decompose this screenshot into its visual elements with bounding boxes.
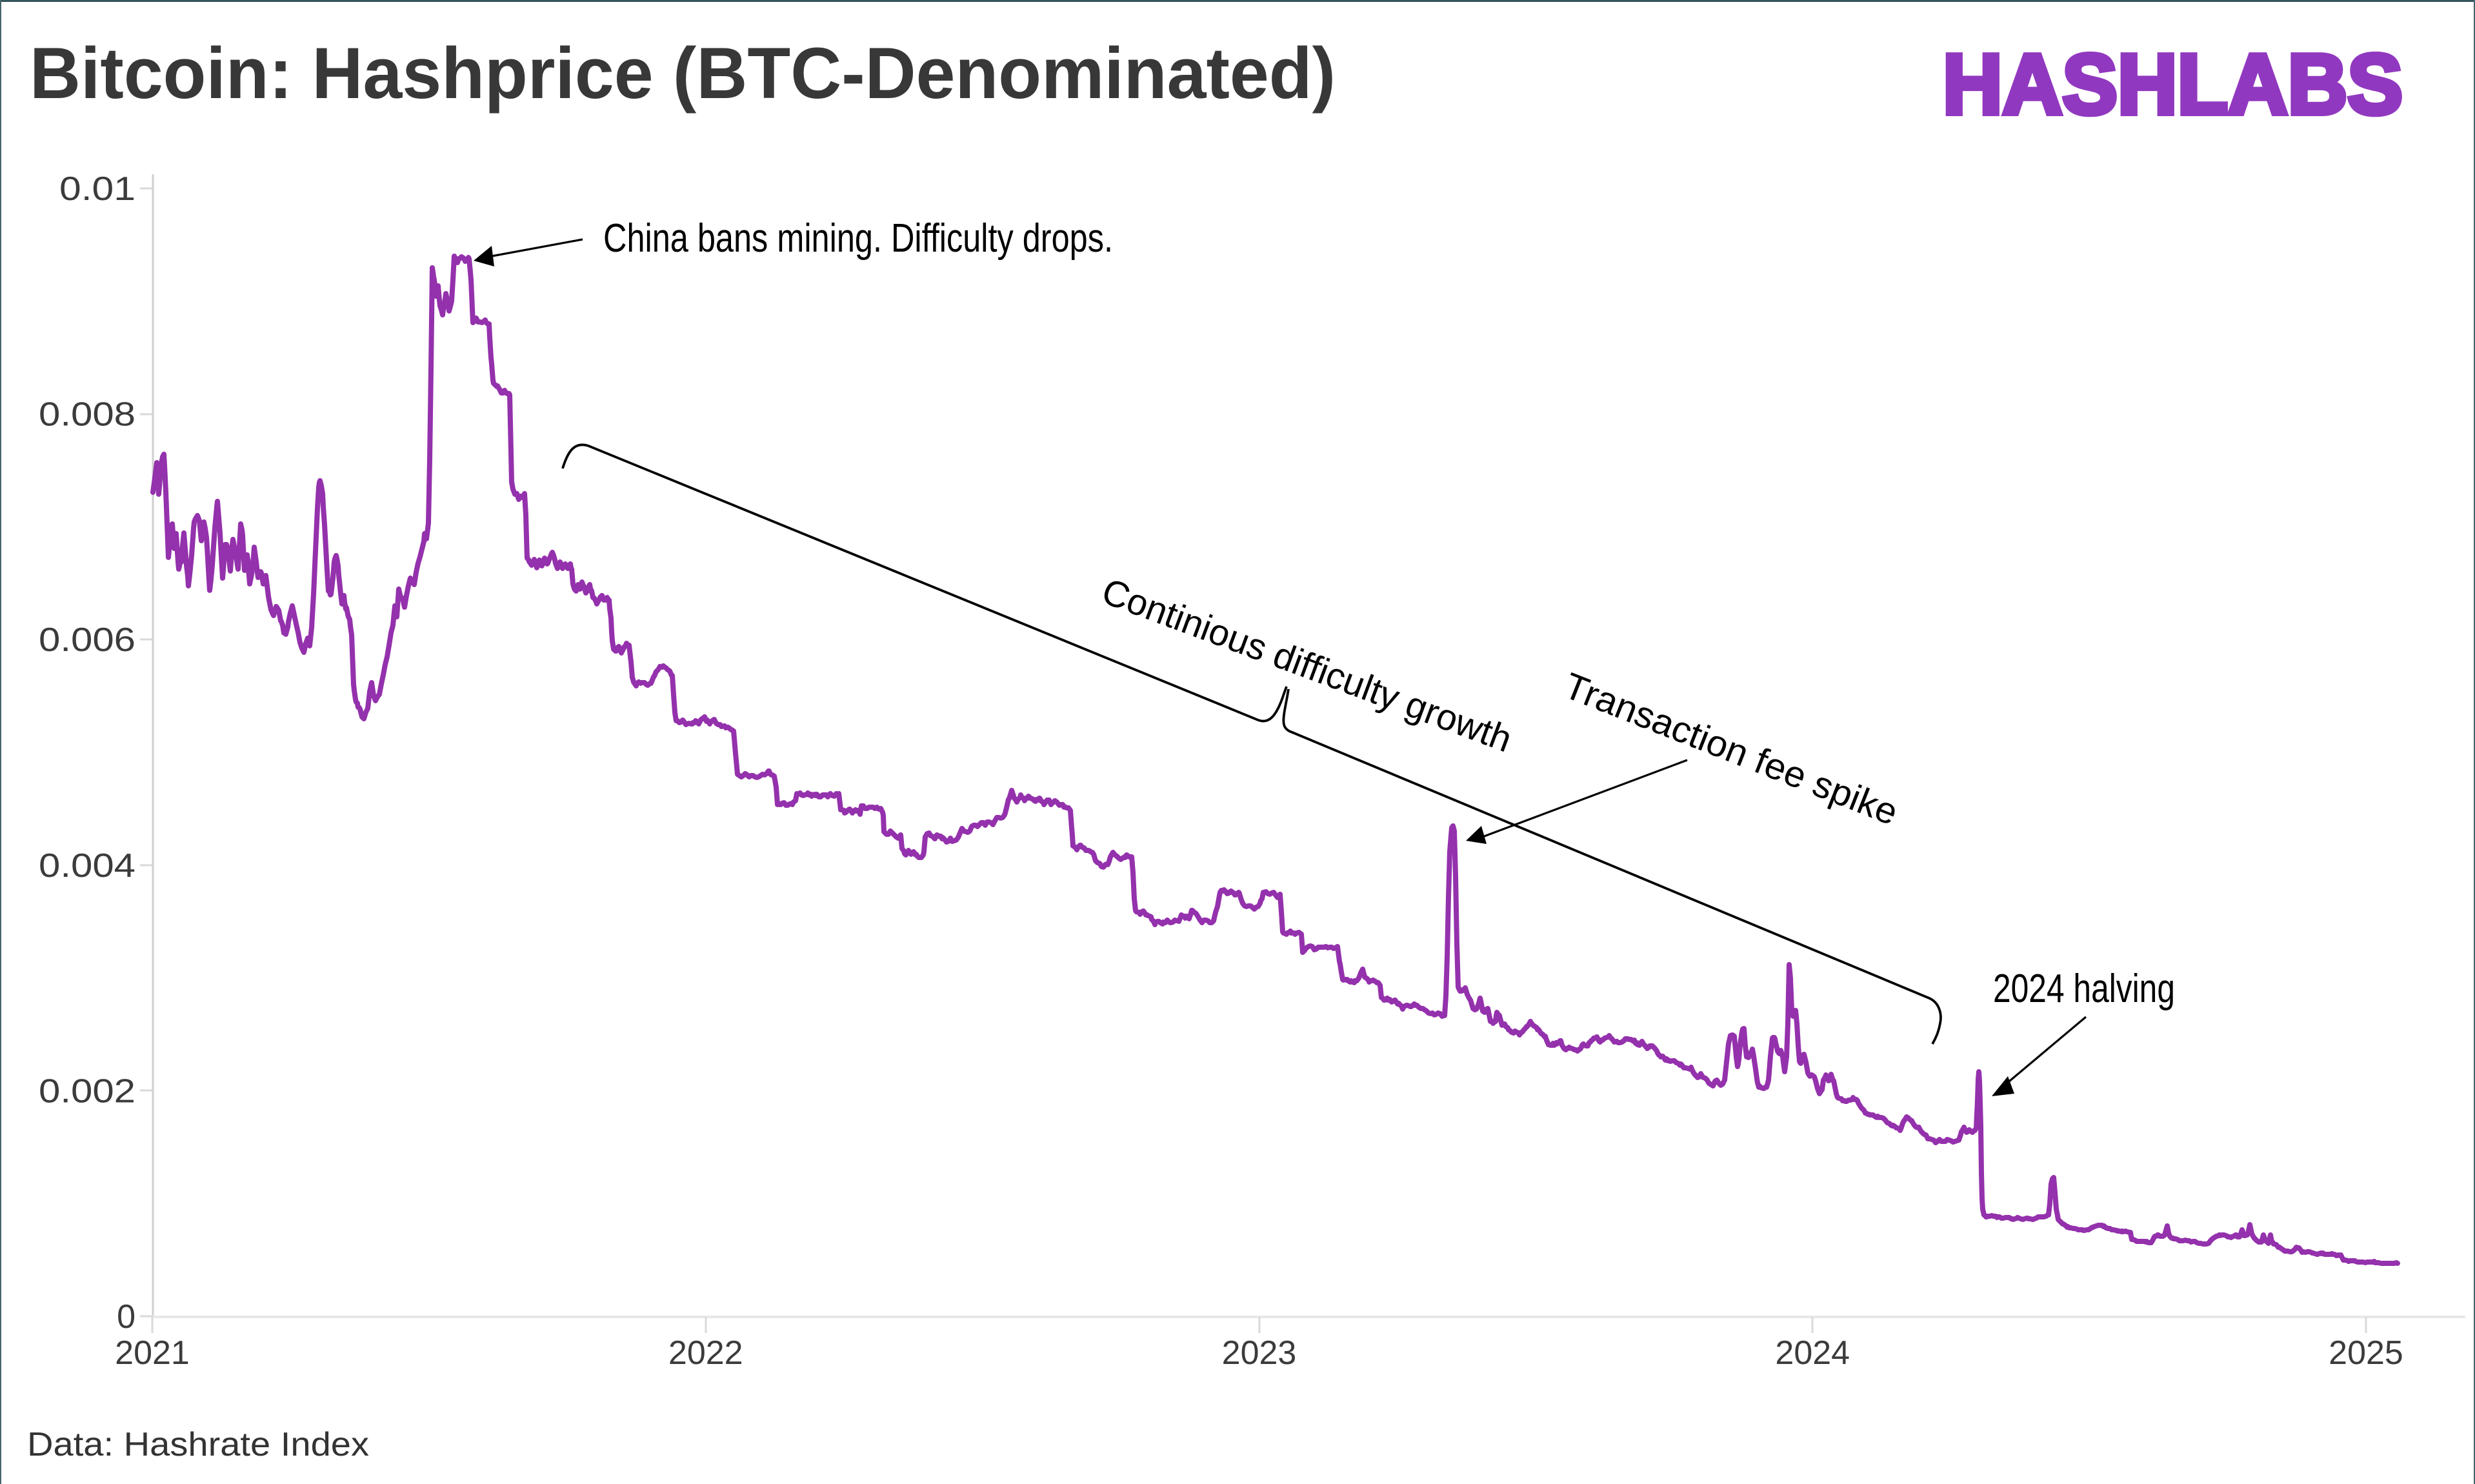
svg-text:0.006: 0.006: [39, 621, 135, 659]
svg-text:Bitcoin: Hashprice (BTC-Denomi: Bitcoin: Hashprice (BTC-Denominated): [30, 33, 1336, 114]
svg-text:Data: Hashrate Index: Data: Hashrate Index: [27, 1426, 369, 1463]
svg-text:2024: 2024: [1775, 1334, 1850, 1372]
svg-text:2024 halving: 2024 halving: [1993, 967, 2175, 1011]
svg-text:2025: 2025: [2329, 1334, 2403, 1372]
svg-text:0.008: 0.008: [39, 396, 135, 434]
svg-text:2021: 2021: [115, 1334, 190, 1372]
svg-text:HASHLABS: HASHLABS: [1943, 37, 2403, 132]
svg-text:0.004: 0.004: [39, 847, 135, 885]
svg-text:China bans mining. Difficulty: China bans mining. Difficulty drops.: [603, 216, 1113, 261]
svg-text:0.002: 0.002: [39, 1072, 135, 1110]
svg-text:0.01: 0.01: [59, 170, 135, 208]
svg-text:2023: 2023: [1222, 1334, 1297, 1372]
svg-text:0: 0: [117, 1298, 135, 1336]
svg-text:2022: 2022: [668, 1334, 743, 1372]
